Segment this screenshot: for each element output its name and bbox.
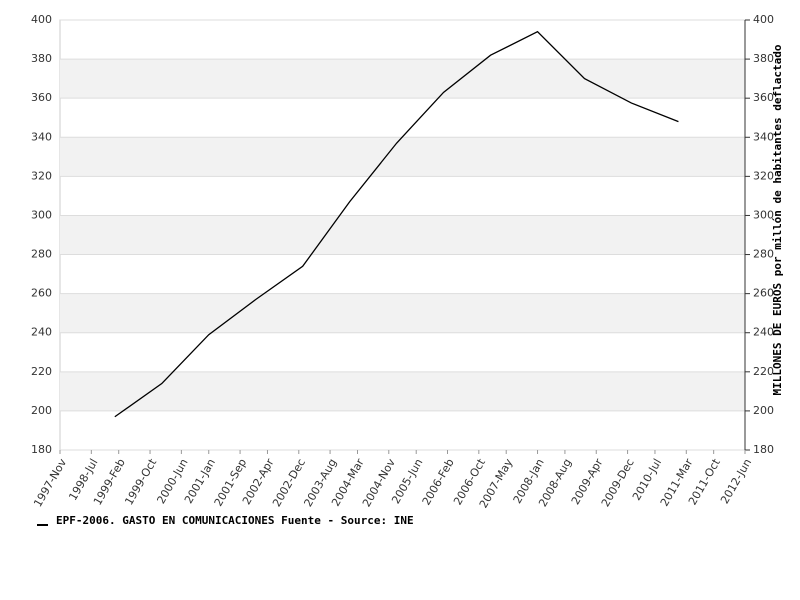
y-tick-label: 300 [31,208,52,221]
y2-tick-label: 260 [753,287,774,300]
y-tick-label: 360 [31,91,52,104]
y-tick-label: 380 [31,52,52,65]
plot-background [59,19,746,451]
x-tick-label: 1997-Nov [31,456,69,509]
y-axis-title: MILLONES DE EUROS por millón de habitant… [771,44,784,395]
legend-label: EPF-2006. GASTO EN COMUNICACIONES Fuente… [56,514,414,527]
y2-tick-label: 300 [753,208,774,221]
y-tick-label: 180 [31,443,52,456]
y-tick-label: 200 [31,404,52,417]
grid-band [60,59,745,99]
grid-band [60,293,745,333]
y2-tick-label: 240 [753,326,774,339]
y-tick-label: 280 [31,248,52,261]
grid-band [60,137,745,177]
y-tick-label: 400 [31,13,52,26]
y2-tick-label: 180 [753,443,774,456]
y2-tick-label: 280 [753,248,774,261]
y2-tick-label: 200 [753,404,774,417]
y-tick-label: 240 [31,326,52,339]
y2-tick-label: 360 [753,91,774,104]
y-tick-label: 220 [31,365,52,378]
y2-tick-label: 320 [753,169,774,182]
y2-tick-label: 380 [753,52,774,65]
y2-tick-label: 340 [753,130,774,143]
grid-band [60,215,745,255]
grid-band [60,371,745,411]
line-series [114,30,679,418]
y-tick-label: 340 [31,130,52,143]
y-tick-label: 260 [31,287,52,300]
x-tick-label: 2012-Jun [718,456,754,506]
y-tick-label: 320 [31,169,52,182]
y2-tick-label: 220 [753,365,774,378]
y2-tick-label: 400 [753,13,774,26]
